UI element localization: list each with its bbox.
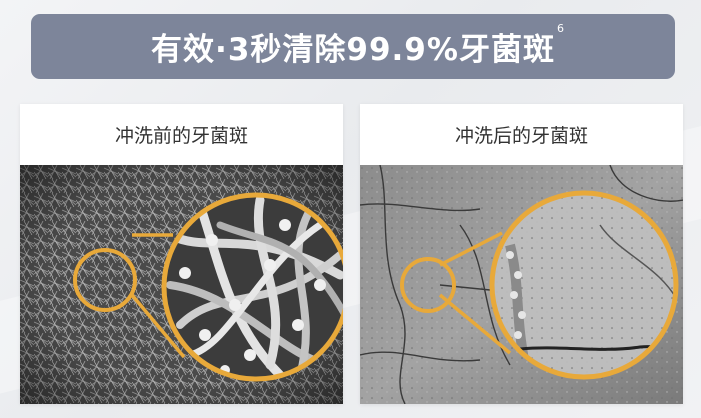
- after-panel-label: 冲洗后的牙菌斑: [454, 125, 588, 147]
- before-microscope-image: [20, 165, 343, 404]
- after-microscope-image: [360, 165, 683, 404]
- before-focus-small-circle: [73, 248, 137, 312]
- after-focus-small-circle: [400, 257, 456, 313]
- footnote-marker: 6: [556, 22, 565, 35]
- headline-banner: 有效·3秒清除99.9%牙菌斑 6: [31, 14, 675, 79]
- before-panel: 冲洗前的牙菌斑: [20, 104, 343, 404]
- after-panel: 冲洗后的牙菌斑: [360, 104, 683, 404]
- before-magnified-circle: [161, 192, 343, 382]
- before-sem-illustration: [20, 165, 343, 404]
- after-magnified-circle: [489, 190, 679, 380]
- headline-title: 有效·3秒清除99.9%牙菌斑 6: [151, 22, 564, 69]
- headline-text: 有效·3秒清除99.9%牙菌斑: [151, 32, 555, 68]
- after-sem-illustration: [360, 165, 683, 404]
- before-panel-label: 冲洗前的牙菌斑: [114, 125, 248, 147]
